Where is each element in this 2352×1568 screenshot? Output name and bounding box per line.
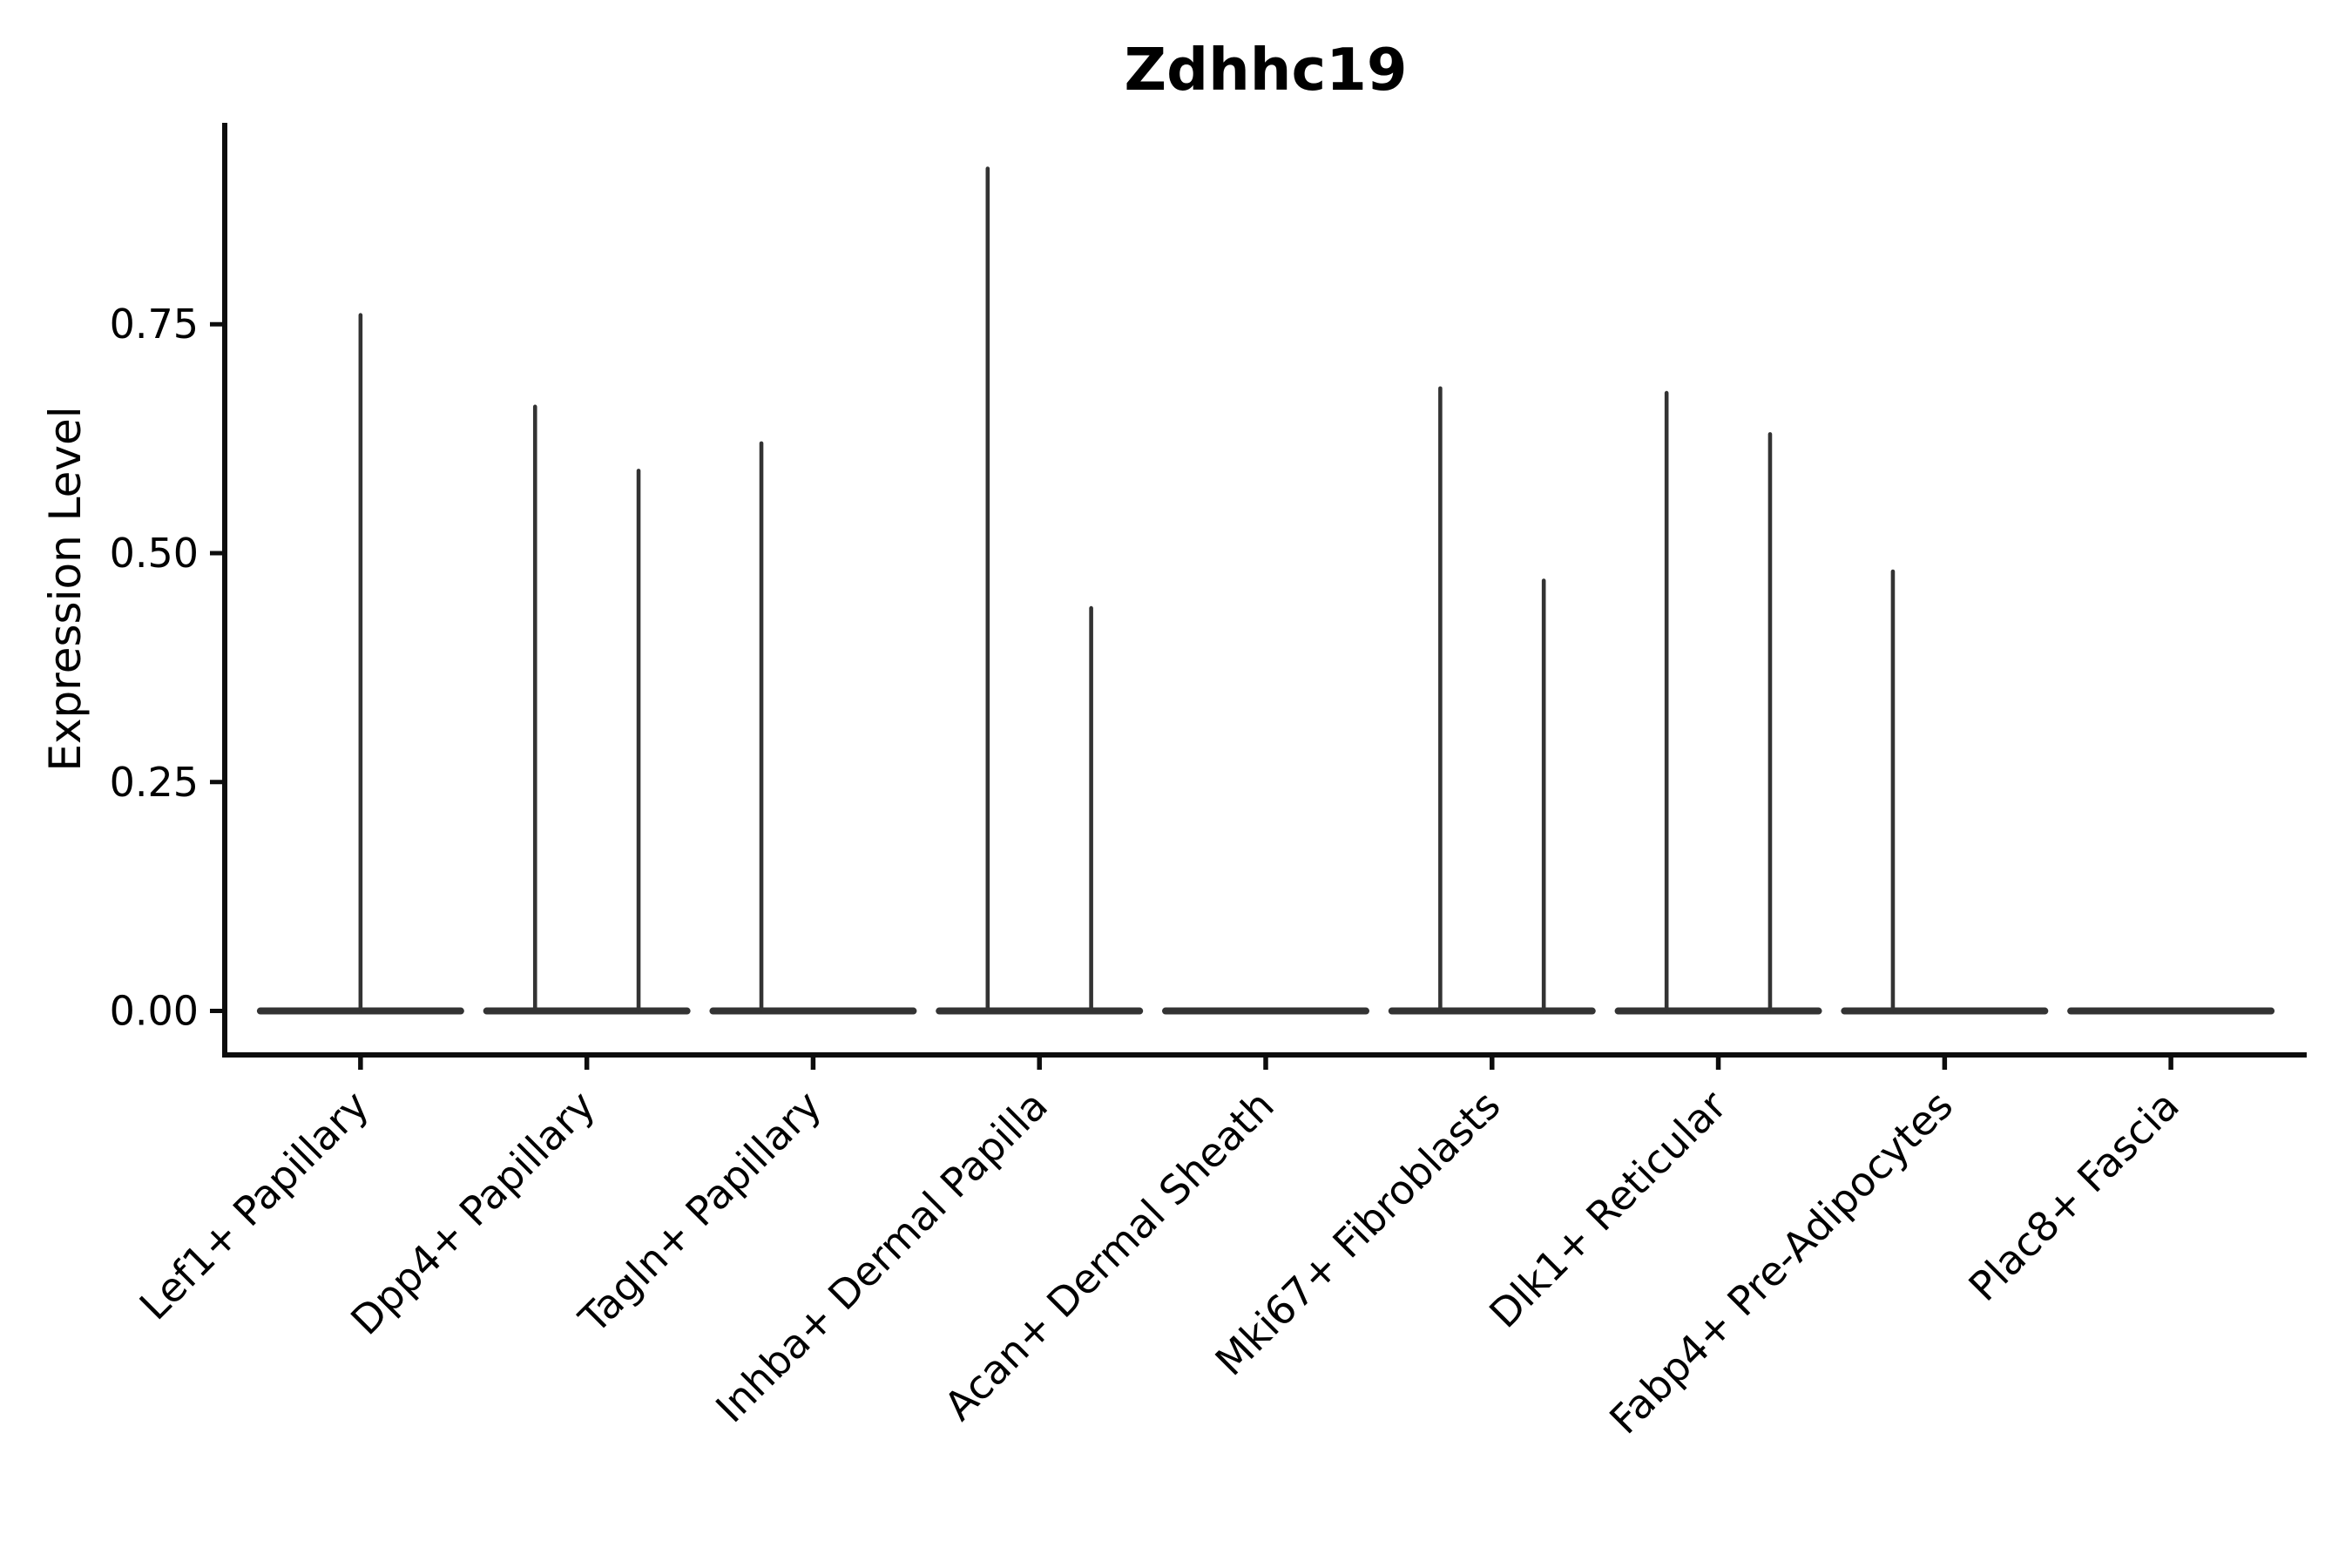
x-tick-label: Tagln+ Papillary [570,1082,831,1343]
x-tick-label: Dlk1+ Reticular [1480,1082,1735,1337]
y-axis-title: Expression Level [40,406,91,771]
y-tick-label: 0.75 [110,301,199,348]
y-tick-label: 0.25 [110,759,199,806]
y-tick-label: 0.00 [110,988,199,1035]
x-tick-label: Dpp4+ Papillary [341,1082,604,1344]
chart-title: Zdhhc19 [1125,36,1408,104]
x-tick-label: Plac8+ Fascia [1960,1082,2188,1310]
y-tick-label: 0.50 [110,530,199,577]
x-tick-label: Lef1+ Papillary [131,1082,378,1329]
